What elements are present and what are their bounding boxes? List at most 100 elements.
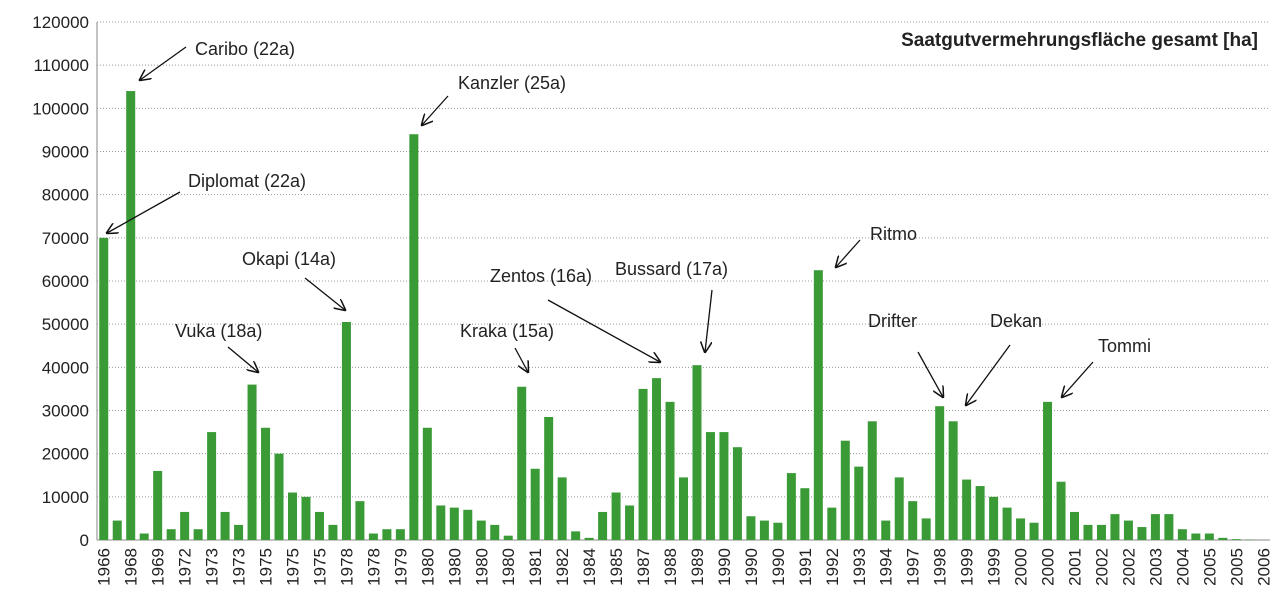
x-tick-label: 1968 (122, 548, 141, 586)
bar (1177, 529, 1187, 540)
bar (112, 520, 122, 540)
bar (1231, 539, 1241, 540)
bar (220, 511, 230, 540)
x-tick-label: 2003 (1146, 548, 1165, 586)
x-tick-label: 1987 (634, 548, 653, 586)
bar (840, 440, 850, 540)
annotation: Tommi (1098, 336, 1151, 356)
bar (1191, 533, 1201, 540)
bar (207, 432, 217, 540)
bar (490, 524, 500, 540)
bar (894, 477, 904, 540)
bar (705, 432, 715, 540)
annotation: Kraka (15a) (460, 321, 554, 341)
bar (301, 496, 311, 540)
bar (948, 421, 958, 540)
y-tick-label: 60000 (42, 272, 89, 291)
x-tick-label: 1990 (769, 548, 788, 586)
bar (813, 270, 823, 540)
x-tick-label: 2000 (1012, 548, 1031, 586)
annotation: Zentos (16a) (490, 266, 592, 286)
bar (247, 384, 257, 540)
bar (1070, 511, 1079, 540)
x-tick-label: 1997 (904, 548, 923, 586)
bar (962, 479, 972, 540)
bar (463, 509, 473, 540)
annotation-arrow (514, 347, 528, 372)
bar (854, 466, 864, 540)
y-tick-label: 110000 (34, 56, 89, 75)
bar (598, 511, 608, 540)
y-tick-label: 0 (80, 531, 89, 550)
x-tick-label: 2005 (1227, 548, 1246, 586)
bar (786, 473, 796, 540)
bar (625, 505, 635, 540)
x-tick-label: 1980 (472, 548, 491, 586)
y-tick-label: 120000 (32, 13, 89, 32)
x-tick-label: 1998 (931, 548, 950, 586)
bar (1043, 401, 1053, 540)
bar (665, 401, 675, 540)
bar (719, 432, 729, 540)
y-tick-label: 70000 (42, 229, 89, 248)
x-tick-label: 1975 (257, 548, 276, 586)
x-tick-label: 1980 (499, 548, 518, 586)
bar (1137, 527, 1147, 540)
bar (921, 518, 931, 540)
x-tick-label: 1999 (985, 548, 1004, 586)
annotation-arrow (1062, 361, 1094, 397)
annotation: Diplomat (22a) (188, 171, 306, 191)
chart-title: Saatgutvermehrungsfläche gesamt [ha] (901, 30, 1258, 51)
bar (530, 468, 540, 540)
x-tick-label: 1990 (742, 548, 761, 586)
bar (881, 520, 891, 540)
bar (571, 531, 581, 540)
bar (1123, 520, 1133, 540)
y-tick-label: 10000 (42, 488, 89, 507)
y-tick-label: 20000 (42, 445, 89, 464)
y-tick-label: 40000 (42, 358, 89, 377)
bar (935, 406, 945, 540)
x-tick-label: 2005 (1200, 548, 1219, 586)
bar (679, 477, 688, 540)
bar (341, 322, 351, 540)
bar (732, 447, 742, 540)
annotation-arrow (705, 289, 713, 352)
x-tick-label: 1980 (445, 548, 464, 586)
bar (759, 520, 769, 540)
bar (503, 535, 513, 540)
x-tick-label: 1973 (203, 548, 222, 586)
bar (867, 421, 877, 540)
x-tick-label: 1978 (364, 548, 383, 586)
bar (274, 453, 284, 540)
bar (355, 501, 365, 540)
annotation-arrow (227, 346, 258, 372)
annotation: Drifter (868, 311, 917, 331)
bar (436, 505, 446, 540)
annotation-arrow (966, 344, 1011, 405)
x-tick-label: 1981 (526, 548, 545, 586)
x-tick-label: 1999 (958, 548, 977, 586)
annotation-arrow (547, 299, 660, 362)
annotation-arrow (917, 351, 943, 397)
bar (557, 477, 567, 540)
x-tick-label: 1978 (337, 548, 356, 586)
bar (975, 486, 985, 540)
x-tick-label: 1975 (284, 548, 303, 586)
y-tick-label: 80000 (42, 186, 89, 205)
annotation-arrow (422, 95, 449, 125)
annotation: Caribo (22a) (195, 39, 295, 59)
bar (382, 529, 392, 540)
x-tick-label: 1991 (796, 548, 815, 586)
bar (395, 529, 405, 540)
x-tick-label: 1988 (661, 548, 680, 586)
y-tick-label: 30000 (42, 402, 89, 421)
x-tick-label: 1990 (715, 548, 734, 586)
x-tick-label: 2000 (1039, 548, 1058, 586)
y-tick-label: 90000 (42, 143, 89, 162)
annotation-arrow (140, 46, 187, 80)
x-tick-label: 1994 (877, 548, 896, 586)
y-tick-label: 50000 (42, 315, 89, 334)
bar (1083, 524, 1093, 540)
bar (611, 492, 621, 540)
